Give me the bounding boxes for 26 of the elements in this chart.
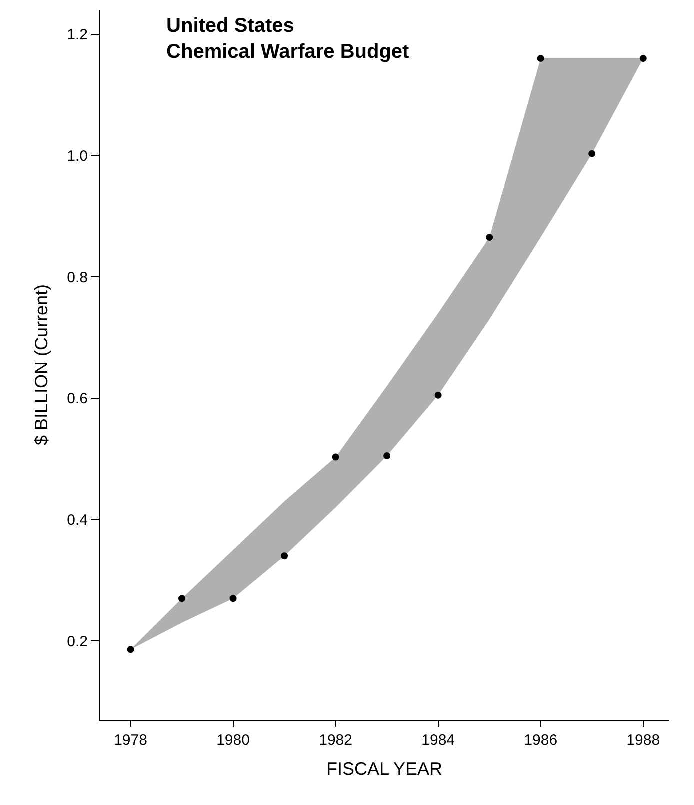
x-tick-label: 1988 bbox=[626, 732, 660, 749]
point bbox=[384, 452, 391, 460]
y-tick-label: 0.2 bbox=[67, 633, 88, 650]
point bbox=[178, 595, 186, 602]
point bbox=[588, 150, 596, 158]
x-tick-label: 1984 bbox=[422, 732, 456, 749]
y-tick-label: 0.8 bbox=[67, 269, 88, 286]
y-tick-label: 0.6 bbox=[67, 390, 88, 408]
point bbox=[127, 646, 134, 654]
text: United States Chemical Warfare Budget bbox=[166, 15, 410, 64]
y-tick-label: 1.2 bbox=[67, 26, 88, 44]
x-tick-label: 1980 bbox=[216, 732, 250, 749]
x-tick-label: 1978 bbox=[114, 732, 148, 749]
point bbox=[486, 234, 494, 242]
x-axis-title: FISCAL YEAR bbox=[326, 759, 443, 780]
point bbox=[281, 552, 288, 560]
x-tick-label: 1982 bbox=[319, 732, 352, 749]
y-tick-label: 0.4 bbox=[67, 512, 88, 529]
point bbox=[640, 55, 647, 62]
point bbox=[332, 454, 340, 461]
point bbox=[230, 595, 237, 602]
y-tick-label: 1.0 bbox=[67, 148, 88, 165]
point bbox=[537, 55, 544, 62]
x-tick-label: 1986 bbox=[524, 732, 558, 749]
y-axis-title: $ BILLION (Current) bbox=[31, 284, 52, 446]
point bbox=[434, 392, 442, 399]
